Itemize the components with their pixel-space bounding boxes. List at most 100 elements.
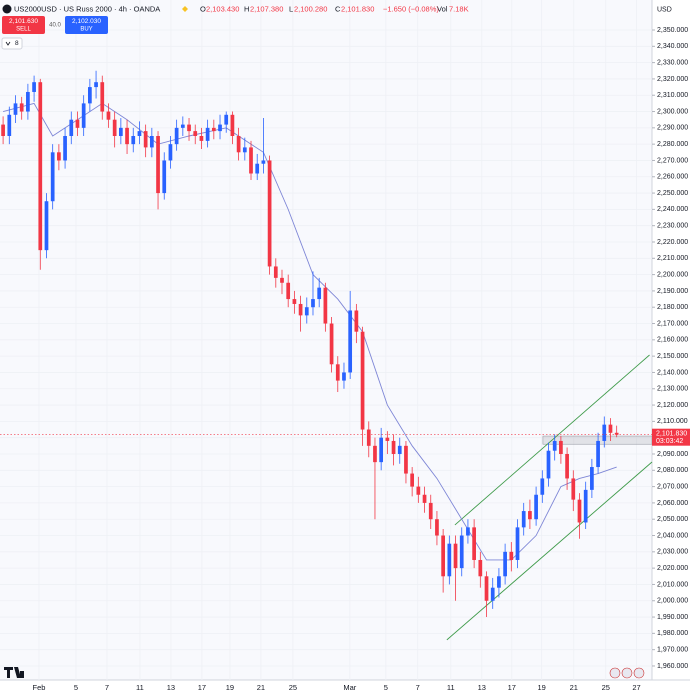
- x-tick-label: 17: [508, 683, 516, 692]
- candle-body: [428, 502, 433, 520]
- x-tick-label: Mar: [343, 683, 356, 692]
- x-tick-label: 11: [447, 683, 455, 692]
- candle-body: [614, 432, 619, 435]
- x-tick-label: 19: [226, 683, 234, 692]
- candle-body: [503, 551, 507, 577]
- candle-body: [329, 323, 334, 365]
- candle-body: [478, 559, 483, 577]
- candle-body: [261, 160, 266, 164]
- candle-body: [112, 119, 117, 136]
- currency: USD: [657, 6, 672, 13]
- chevron: [5, 41, 11, 46]
- symbol-icon: [2, 4, 12, 14]
- candle-body: [509, 551, 514, 560]
- x-tick-label: 7: [416, 683, 420, 692]
- candle-body: [459, 535, 464, 569]
- sell-price[interactable]: 2,101.630: [9, 18, 38, 25]
- candle-body: [323, 287, 328, 324]
- event-icon: [633, 667, 645, 679]
- candle-body: [50, 152, 55, 202]
- buy-label[interactable]: BUY: [80, 27, 92, 33]
- candle-body: [13, 103, 18, 115]
- candle-body: [255, 163, 260, 174]
- buy-button[interactable]: [65, 16, 108, 34]
- x-tick-label: 11: [136, 683, 144, 692]
- candle-body: [391, 440, 396, 454]
- candle-body: [441, 535, 445, 577]
- symbol: US2000USD · US Russ 2000 · 4h · OANDA: [14, 4, 160, 13]
- last-price-label: 2,101.830: [656, 431, 687, 438]
- indicators-toggle[interactable]: [1, 37, 23, 50]
- candle-body: [88, 87, 92, 104]
- x-tick-label: 13: [478, 683, 486, 692]
- spread: 40.0: [49, 23, 61, 29]
- y-tick-label: 2,300.000: [657, 108, 688, 115]
- candle-body: [199, 136, 204, 141]
- event-icon: [621, 667, 633, 679]
- candle-body: [211, 127, 216, 132]
- x-tick-label: Feb: [33, 683, 46, 692]
- x-tick-label: 17: [198, 683, 206, 692]
- candle-body: [453, 543, 458, 569]
- candle-body: [552, 440, 557, 451]
- candle-body: [100, 82, 105, 112]
- y-tick-label: 2,140.000: [657, 369, 688, 376]
- x-tick-label: 21: [257, 683, 265, 692]
- low-value: 2,100.280: [294, 4, 327, 13]
- y-tick-label: 2,230.000: [657, 223, 688, 230]
- header: US2000USD · US Russ 2000 · 4h · OANDA O …: [1, 4, 672, 679]
- indicators-count[interactable]: 8: [15, 40, 19, 47]
- y-tick-label: 2,030.000: [657, 549, 688, 556]
- candle-body: [497, 576, 501, 588]
- x-tick-label: 21: [570, 683, 578, 692]
- candle-body: [546, 450, 551, 479]
- channel-line: [446, 461, 653, 641]
- y-tick-label: 2,290.000: [657, 125, 688, 132]
- candle-body: [149, 136, 154, 148]
- buy-price[interactable]: 2,102.030: [72, 18, 101, 25]
- candle-body: [218, 124, 222, 132]
- y-tick-label: 2,260.000: [657, 174, 688, 181]
- candle-body: [75, 119, 80, 128]
- sell-label[interactable]: SELL: [16, 27, 31, 33]
- event-icon: [609, 667, 621, 679]
- candle-body: [528, 511, 532, 520]
- candle-body: [435, 519, 439, 536]
- flag-icon: [182, 6, 188, 12]
- high-value: 2,107.380: [250, 4, 283, 13]
- candle-body: [26, 91, 30, 112]
- y-tick-label: 2,160.000: [657, 337, 688, 344]
- y-tick-label: 2,170.000: [657, 320, 688, 327]
- candle-body: [404, 445, 408, 474]
- close-label: C: [335, 4, 341, 13]
- candle-body: [366, 429, 371, 446]
- candle-body: [38, 82, 43, 251]
- candle-body: [472, 527, 476, 560]
- candle-body: [379, 437, 384, 463]
- candle-body: [57, 152, 61, 161]
- last-price-box: [652, 428, 690, 446]
- candle-body: [118, 127, 123, 136]
- candle-body: [422, 494, 427, 503]
- y-tick-label: 2,270.000: [657, 157, 688, 164]
- y-tick-label: 2,040.000: [657, 532, 688, 539]
- candle-body: [577, 499, 582, 523]
- candle-body: [466, 527, 470, 536]
- candle-body: [342, 372, 346, 381]
- candle-body: [571, 478, 576, 500]
- candle-body: [311, 299, 315, 308]
- candle-body: [205, 127, 210, 141]
- y-tick-label: 2,130.000: [657, 386, 688, 393]
- sell-button[interactable]: [2, 16, 45, 34]
- candle-body: [137, 131, 142, 136]
- candle-body: [317, 287, 322, 300]
- candle-body: [44, 201, 49, 251]
- candle-body: [280, 277, 284, 283]
- y-tick-label: 2,150.000: [657, 353, 688, 360]
- candle-body: [583, 489, 588, 523]
- candle-body: [397, 445, 402, 454]
- candle-body: [230, 114, 235, 136]
- candle-body: [447, 543, 452, 577]
